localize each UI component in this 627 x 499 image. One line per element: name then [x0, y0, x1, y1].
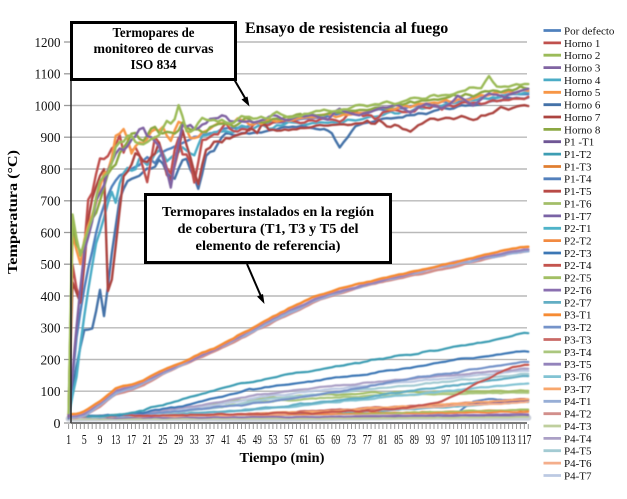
svg-text:Horno 4: Horno 4: [564, 75, 601, 87]
svg-text:45: 45: [237, 433, 246, 448]
svg-text:Horno 7: Horno 7: [564, 112, 601, 124]
svg-text:P2-T2: P2-T2: [564, 236, 592, 248]
svg-text:P4-T4: P4-T4: [564, 433, 592, 445]
svg-text:93: 93: [426, 433, 435, 448]
svg-text:Ensayo de resistencia al fuego: Ensayo de resistencia al fuego: [245, 20, 448, 37]
svg-text:P3-T5: P3-T5: [564, 359, 592, 371]
svg-text:81: 81: [378, 433, 387, 448]
svg-text:P3-T7: P3-T7: [564, 384, 592, 396]
svg-text:105: 105: [470, 433, 484, 448]
svg-text:P1 -T1: P1 -T1: [564, 137, 594, 149]
svg-text:P2-T5: P2-T5: [564, 273, 592, 285]
svg-text:P1-T5: P1-T5: [564, 186, 592, 198]
svg-text:29: 29: [174, 433, 183, 448]
svg-text:P3-T4: P3-T4: [564, 347, 592, 359]
svg-text:700: 700: [41, 195, 61, 210]
svg-text:Horno 3: Horno 3: [564, 63, 601, 75]
svg-text:1000: 1000: [35, 99, 61, 114]
svg-text:800: 800: [41, 163, 61, 178]
svg-text:ISO 834: ISO 834: [131, 57, 177, 72]
svg-text:69: 69: [331, 433, 340, 448]
svg-text:de cobertura (T1, T3 y T5 del: de cobertura (T1, T3 y T5 del: [178, 222, 359, 237]
svg-text:13: 13: [111, 433, 120, 448]
svg-text:117: 117: [517, 433, 531, 448]
svg-text:49: 49: [253, 433, 262, 448]
svg-text:37: 37: [206, 433, 215, 448]
svg-text:P2-T3: P2-T3: [564, 248, 592, 260]
svg-text:400: 400: [41, 290, 61, 305]
svg-text:53: 53: [268, 433, 277, 448]
svg-text:61: 61: [300, 433, 309, 448]
svg-text:5: 5: [82, 433, 87, 448]
svg-text:33: 33: [190, 433, 199, 448]
svg-text:1: 1: [66, 433, 71, 448]
svg-text:77: 77: [363, 433, 372, 448]
svg-text:P1-T7: P1-T7: [564, 211, 592, 223]
svg-text:P2-T1: P2-T1: [564, 223, 592, 235]
svg-text:17: 17: [127, 433, 136, 448]
svg-text:P1-T2: P1-T2: [564, 149, 592, 161]
svg-text:300: 300: [41, 322, 61, 337]
svg-text:P1-T4: P1-T4: [564, 174, 592, 186]
svg-text:9: 9: [98, 433, 103, 448]
svg-text:Horno 1: Horno 1: [564, 38, 600, 50]
svg-text:Horno 8: Horno 8: [564, 124, 601, 136]
svg-text:P3-T1: P3-T1: [564, 310, 592, 322]
svg-text:elemento de referencia): elemento de referencia): [196, 239, 341, 254]
svg-text:1100: 1100: [35, 68, 61, 83]
svg-text:200: 200: [41, 353, 61, 368]
svg-text:Horno 5: Horno 5: [564, 87, 601, 99]
svg-text:Temperatura (°C): Temperatura (°C): [6, 150, 21, 274]
svg-text:Horno 2: Horno 2: [564, 50, 600, 62]
svg-text:Horno 6: Horno 6: [564, 100, 601, 112]
svg-text:41: 41: [221, 433, 230, 448]
svg-text:1200: 1200: [35, 36, 61, 51]
svg-text:P2-T6: P2-T6: [564, 285, 592, 297]
svg-text:25: 25: [158, 433, 167, 448]
svg-text:113: 113: [502, 433, 516, 448]
svg-text:600: 600: [41, 226, 61, 241]
svg-text:P2-T7: P2-T7: [564, 297, 592, 309]
svg-text:P4-T1: P4-T1: [564, 396, 592, 408]
svg-text:P1-T3: P1-T3: [564, 161, 592, 173]
svg-text:Por defecto: Por defecto: [564, 25, 615, 37]
svg-text:65: 65: [316, 433, 325, 448]
svg-text:Tiempo (min): Tiempo (min): [240, 451, 325, 466]
svg-text:21: 21: [143, 433, 152, 448]
svg-text:500: 500: [41, 258, 61, 273]
svg-text:P3-T2: P3-T2: [564, 322, 592, 334]
svg-text:Termopares de: Termopares de: [113, 25, 195, 40]
svg-text:P4-T6: P4-T6: [564, 458, 592, 470]
svg-text:Termopares instalados en la re: Termopares instalados en la región: [162, 205, 374, 220]
svg-text:101: 101: [455, 433, 469, 448]
svg-text:73: 73: [347, 433, 356, 448]
svg-text:monitoreo de curvas: monitoreo de curvas: [94, 41, 214, 56]
svg-text:P3-T6: P3-T6: [564, 372, 592, 384]
svg-text:85: 85: [394, 433, 403, 448]
svg-text:0: 0: [54, 417, 61, 432]
svg-text:P3-T3: P3-T3: [564, 334, 592, 346]
svg-text:P4-T5: P4-T5: [564, 446, 592, 458]
svg-text:P1-T6: P1-T6: [564, 198, 592, 210]
svg-text:89: 89: [410, 433, 419, 448]
svg-text:P4-T2: P4-T2: [564, 409, 592, 421]
svg-text:100: 100: [41, 385, 61, 400]
svg-text:900: 900: [41, 131, 61, 146]
svg-text:P4-T7: P4-T7: [564, 470, 592, 482]
svg-text:57: 57: [284, 433, 293, 448]
svg-text:97: 97: [441, 433, 450, 448]
svg-text:P4-T3: P4-T3: [564, 421, 592, 433]
svg-text:109: 109: [486, 433, 500, 448]
svg-text:P2-T4: P2-T4: [564, 260, 592, 272]
